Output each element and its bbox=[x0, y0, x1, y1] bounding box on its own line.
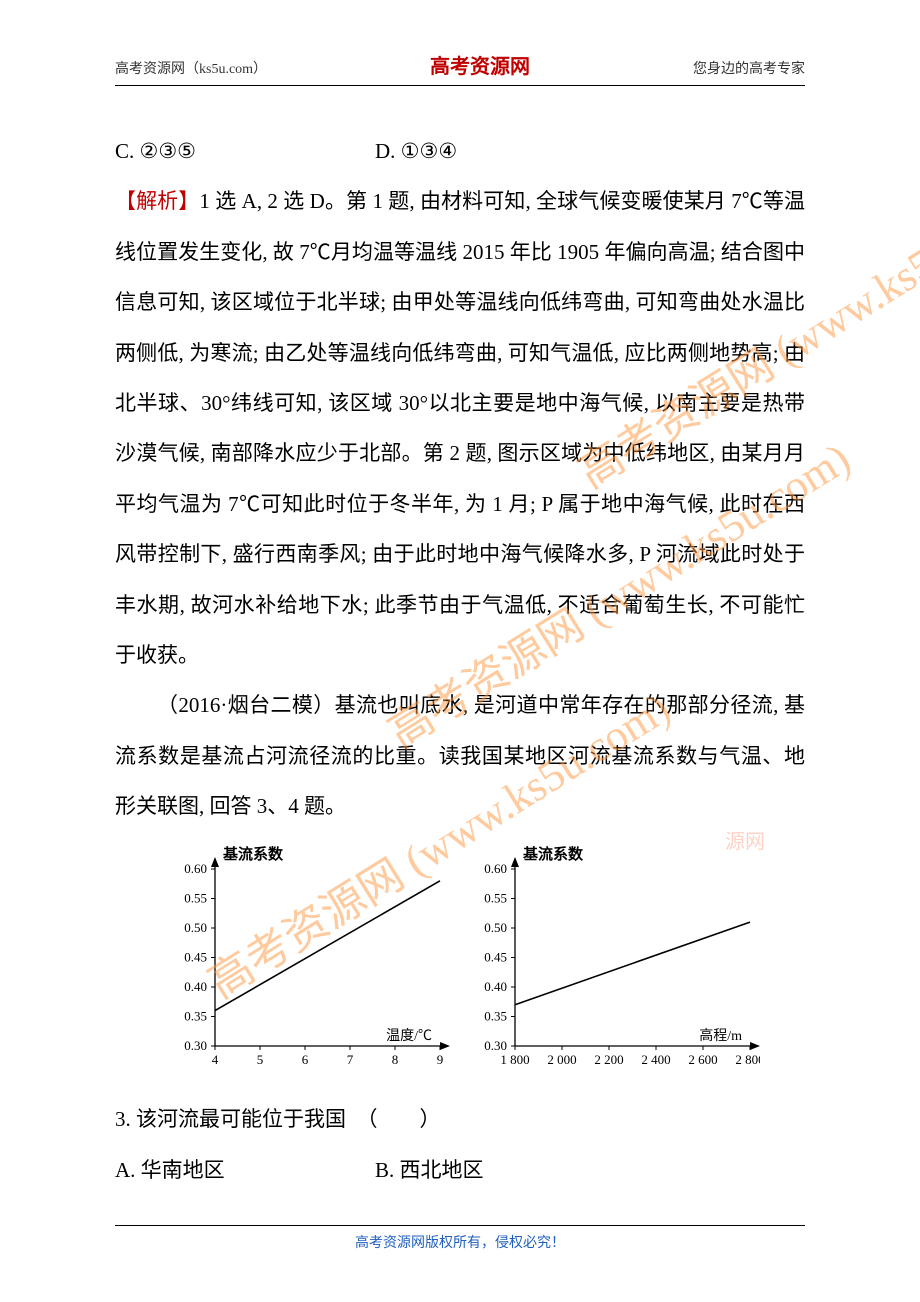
svg-text:2 400: 2 400 bbox=[641, 1052, 670, 1067]
analysis-body: 1 选 A, 2 选 D。第 1 题, 由材料可知, 全球气候变暖使某月 7℃等… bbox=[115, 189, 805, 667]
svg-text:0.60: 0.60 bbox=[484, 861, 507, 876]
svg-text:9: 9 bbox=[437, 1052, 444, 1067]
svg-text:0.30: 0.30 bbox=[184, 1038, 207, 1053]
svg-text:0.55: 0.55 bbox=[184, 891, 207, 906]
svg-text:2 600: 2 600 bbox=[688, 1052, 717, 1067]
svg-text:4: 4 bbox=[212, 1052, 219, 1067]
svg-text:0.55: 0.55 bbox=[484, 891, 507, 906]
svg-text:0.50: 0.50 bbox=[484, 920, 507, 935]
svg-text:0.30: 0.30 bbox=[484, 1038, 507, 1053]
option-c: C. ②③⑤ bbox=[115, 126, 375, 176]
svg-text:0.35: 0.35 bbox=[484, 1009, 507, 1024]
question-3-options: A. 华南地区 B. 西北地区 bbox=[115, 1145, 805, 1195]
svg-text:0.40: 0.40 bbox=[184, 979, 207, 994]
svg-text:0.45: 0.45 bbox=[184, 950, 207, 965]
svg-text:5: 5 bbox=[257, 1052, 264, 1067]
header-right: 您身边的高考专家 bbox=[693, 58, 805, 78]
svg-text:0.50: 0.50 bbox=[184, 920, 207, 935]
header-center: 高考资源网 bbox=[430, 50, 530, 79]
passage: （2016·烟台二模）基流也叫底水, 是河道中常年存在的那部分径流, 基流系数是… bbox=[115, 680, 805, 831]
analysis-paragraph: 【解析】1 选 A, 2 选 D。第 1 题, 由材料可知, 全球气候变暖使某月… bbox=[115, 176, 805, 680]
option-a: A. 华南地区 bbox=[115, 1145, 375, 1195]
svg-text:温度/℃: 温度/℃ bbox=[386, 1028, 432, 1044]
svg-text:8: 8 bbox=[392, 1052, 399, 1067]
page-container: 高考资源网（ks5u.com） 高考资源网 您身边的高考专家 C. ②③⑤ D.… bbox=[0, 0, 920, 1292]
svg-text:2 200: 2 200 bbox=[594, 1052, 623, 1067]
chart-right: 基流系数 0.30 0.35 0.40 0.45 0.50 0.55 0.60 1 800 2 0… bbox=[460, 841, 760, 1076]
svg-text:基流系数: 基流系数 bbox=[522, 845, 584, 863]
footer-rule bbox=[115, 1225, 805, 1226]
svg-text:基流系数: 基流系数 bbox=[222, 845, 284, 863]
svg-text:0.45: 0.45 bbox=[484, 950, 507, 965]
chart-left: 基流系数 0.30 0.35 0.40 0.45 0.50 0.55 0.60 4 5 6 7 8 9 温度… bbox=[160, 841, 450, 1076]
option-d: D. ①③④ bbox=[375, 126, 457, 176]
svg-text:6: 6 bbox=[302, 1052, 309, 1067]
svg-text:0.35: 0.35 bbox=[184, 1009, 207, 1024]
option-b: B. 西北地区 bbox=[375, 1145, 484, 1195]
footer-text: 高考资源网版权所有，侵权必究！ bbox=[115, 1232, 805, 1252]
svg-text:2 000: 2 000 bbox=[547, 1052, 576, 1067]
svg-text:0.40: 0.40 bbox=[484, 979, 507, 994]
question-3-stem: 3. 该河流最可能位于我国 （ ） bbox=[115, 1094, 805, 1144]
svg-text:高程/m: 高程/m bbox=[699, 1027, 742, 1044]
charts-row: 基流系数 0.30 0.35 0.40 0.45 0.50 0.55 0.60 4 5 6 7 8 9 温度… bbox=[115, 841, 805, 1076]
option-line-cd: C. ②③⑤ D. ①③④ bbox=[115, 126, 805, 176]
page-header: 高考资源网（ks5u.com） 高考资源网 您身边的高考专家 bbox=[115, 50, 805, 79]
header-rule bbox=[115, 85, 805, 86]
svg-text:0.60: 0.60 bbox=[184, 861, 207, 876]
header-left: 高考资源网（ks5u.com） bbox=[115, 58, 267, 78]
analysis-label: 【解析】 bbox=[115, 189, 199, 213]
svg-text:2 800: 2 800 bbox=[735, 1052, 760, 1067]
svg-text:1 800: 1 800 bbox=[500, 1052, 529, 1067]
svg-text:7: 7 bbox=[347, 1052, 354, 1067]
